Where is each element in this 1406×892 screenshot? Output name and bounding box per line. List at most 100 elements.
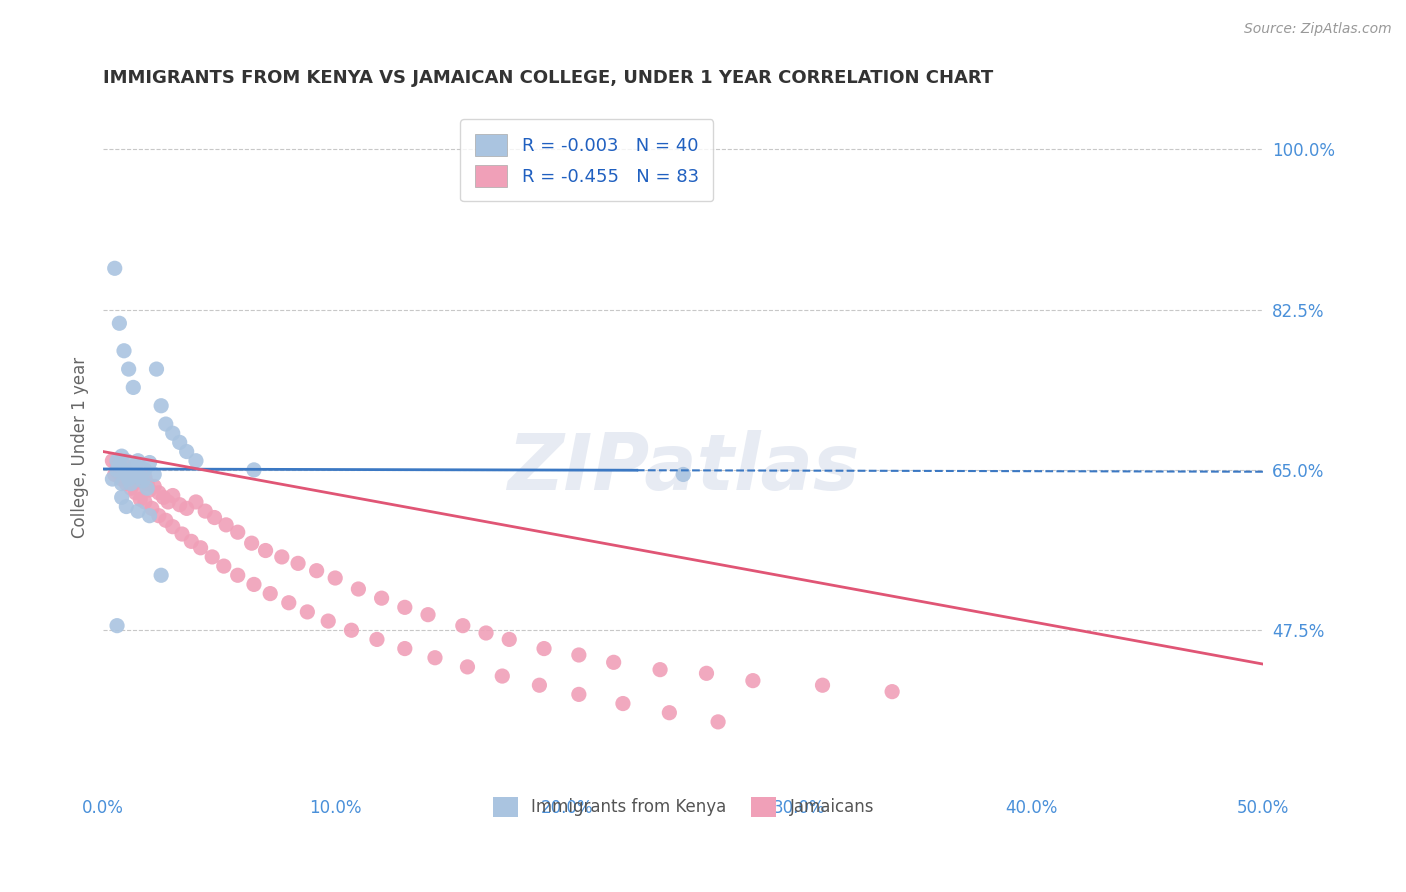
Point — [101, 472, 124, 486]
Point — [155, 417, 177, 431]
Point — [131, 472, 153, 486]
Point — [111, 491, 134, 505]
Point — [120, 476, 142, 491]
Point — [612, 697, 634, 711]
Point — [194, 504, 217, 518]
Point — [340, 624, 363, 638]
Point — [118, 472, 141, 486]
Point — [672, 467, 695, 482]
Point — [204, 510, 226, 524]
Point — [498, 632, 520, 647]
Point — [323, 571, 346, 585]
Point — [134, 470, 156, 484]
Point — [148, 485, 170, 500]
Point — [115, 500, 138, 514]
Point — [134, 463, 156, 477]
Point — [105, 463, 128, 477]
Point — [104, 467, 127, 482]
Point — [122, 465, 145, 479]
Point — [259, 586, 281, 600]
Point — [347, 582, 370, 596]
Point — [118, 472, 141, 486]
Point — [366, 632, 388, 647]
Point — [533, 641, 555, 656]
Point — [127, 467, 149, 482]
Point — [184, 454, 207, 468]
Point — [811, 678, 834, 692]
Point — [111, 476, 134, 491]
Point — [134, 495, 156, 509]
Point — [184, 495, 207, 509]
Point — [201, 549, 224, 564]
Point — [118, 362, 141, 376]
Point — [212, 559, 235, 574]
Point — [707, 714, 730, 729]
Point — [105, 458, 128, 473]
Point — [169, 498, 191, 512]
Point — [475, 626, 498, 640]
Point — [529, 678, 551, 692]
Point — [568, 687, 591, 701]
Point — [305, 564, 328, 578]
Point — [138, 456, 160, 470]
Point — [456, 660, 478, 674]
Point — [108, 454, 131, 468]
Point — [105, 465, 128, 479]
Point — [131, 474, 153, 488]
Point — [370, 591, 392, 606]
Point — [138, 508, 160, 523]
Point — [176, 501, 198, 516]
Point — [297, 605, 319, 619]
Point — [108, 458, 131, 473]
Point — [741, 673, 763, 688]
Point — [127, 504, 149, 518]
Point — [162, 489, 184, 503]
Y-axis label: College, Under 1 year: College, Under 1 year — [72, 357, 89, 538]
Point — [658, 706, 681, 720]
Point — [602, 656, 624, 670]
Point — [124, 485, 146, 500]
Point — [143, 467, 166, 482]
Point — [416, 607, 439, 622]
Point — [568, 648, 591, 662]
Point — [122, 470, 145, 484]
Point — [254, 543, 277, 558]
Point — [136, 476, 159, 491]
Point — [157, 495, 180, 509]
Point — [115, 454, 138, 468]
Point — [316, 614, 339, 628]
Text: IMMIGRANTS FROM KENYA VS JAMAICAN COLLEGE, UNDER 1 YEAR CORRELATION CHART: IMMIGRANTS FROM KENYA VS JAMAICAN COLLEG… — [103, 69, 994, 87]
Point — [129, 492, 152, 507]
Text: Source: ZipAtlas.com: Source: ZipAtlas.com — [1244, 22, 1392, 37]
Point — [148, 508, 170, 523]
Point — [112, 343, 135, 358]
Point — [101, 454, 124, 468]
Point — [190, 541, 212, 555]
Point — [115, 467, 138, 482]
Point — [120, 481, 142, 495]
Point — [120, 467, 142, 482]
Point — [169, 435, 191, 450]
Point — [129, 470, 152, 484]
Point — [243, 463, 266, 477]
Point — [240, 536, 263, 550]
Point — [104, 261, 127, 276]
Point — [111, 472, 134, 486]
Point — [111, 463, 134, 477]
Point — [176, 444, 198, 458]
Point — [136, 481, 159, 495]
Point — [243, 577, 266, 591]
Point — [270, 549, 292, 564]
Point — [115, 465, 138, 479]
Point — [127, 454, 149, 468]
Point — [122, 380, 145, 394]
Point — [277, 596, 299, 610]
Point — [143, 479, 166, 493]
Point — [105, 618, 128, 632]
Legend: Immigrants from Kenya, Jamaicans: Immigrants from Kenya, Jamaicans — [486, 789, 880, 823]
Point — [695, 666, 717, 681]
Point — [141, 501, 163, 516]
Point — [394, 641, 416, 656]
Point — [138, 483, 160, 497]
Point — [105, 454, 128, 468]
